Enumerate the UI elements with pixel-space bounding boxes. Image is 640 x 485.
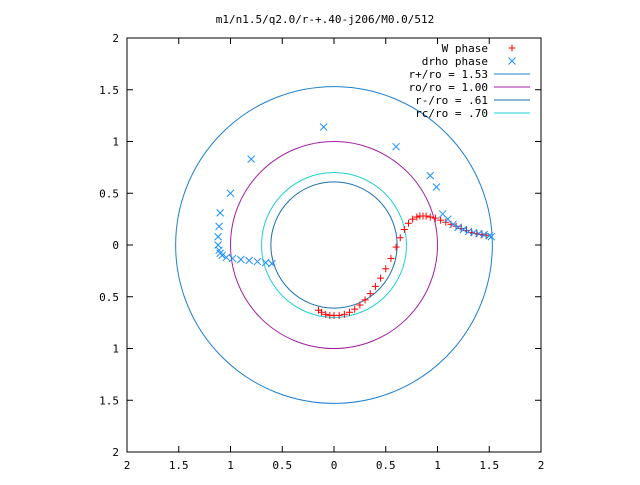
drho-phase-point xyxy=(392,142,400,151)
w-phase-point xyxy=(351,305,359,313)
x-tick-label: 2 xyxy=(538,459,545,472)
drho-phase-point xyxy=(459,225,468,234)
x-tick-label: 1 xyxy=(227,459,234,472)
drho-phase-point xyxy=(268,259,276,268)
legend-label: ro/ro = 1.00 xyxy=(409,81,488,94)
legend-label: W phase xyxy=(442,42,488,55)
drho-phase-point xyxy=(215,222,223,231)
w-phase-point xyxy=(382,265,390,273)
w-phase-point xyxy=(400,225,408,233)
legend-marker xyxy=(508,44,516,52)
x-tick-label: 0 xyxy=(331,459,338,472)
drho-phase-point xyxy=(485,231,494,240)
w-phase-point xyxy=(422,212,430,220)
y-tick-label: 1 xyxy=(112,136,119,149)
drho-phase-point xyxy=(228,254,237,263)
w-phase-point xyxy=(409,215,417,223)
w-phase-point xyxy=(346,308,354,316)
y-tick-label: 1.5 xyxy=(99,84,119,97)
x-tick-label: 1.5 xyxy=(479,459,499,472)
x-tick-label: 0.5 xyxy=(272,459,292,472)
y-tick-label: 0.5 xyxy=(99,291,119,304)
drho-phase-point xyxy=(454,223,463,232)
drho-phase-point xyxy=(487,232,496,241)
w-phase-point xyxy=(318,308,326,316)
plot-area xyxy=(175,86,496,404)
drho-phase-point xyxy=(222,253,231,262)
circle-series xyxy=(261,172,407,318)
w-phase-point xyxy=(366,290,374,298)
w-phase-point xyxy=(442,218,450,226)
x-tick-label: 0.5 xyxy=(376,459,396,472)
y-tick-label: 1.5 xyxy=(99,394,119,407)
drho-phase-point xyxy=(261,258,270,267)
drho-phase-point xyxy=(449,220,457,229)
legend-label: rc/ro = .70 xyxy=(415,107,488,120)
drho-phase-point xyxy=(216,209,225,217)
w-phase-point xyxy=(426,213,434,221)
drho-phase-point xyxy=(236,255,245,264)
legend-marker xyxy=(508,57,516,65)
w-phase-point xyxy=(452,222,460,230)
w-phase-point xyxy=(371,282,379,290)
y-tick-label: 2 xyxy=(112,32,119,45)
w-phase-point xyxy=(322,310,330,318)
x-axis: 2 1.5 1 0.5 0 0.5 1 1.5 2 xyxy=(124,38,545,472)
y-tick-label: 1 xyxy=(112,343,119,356)
x-tick-label: 1.5 xyxy=(169,459,189,472)
x-tick-label: 2 xyxy=(124,459,131,472)
w-phase-point xyxy=(482,232,490,240)
w-phase-point xyxy=(335,311,343,319)
drho-phase-point xyxy=(214,232,222,241)
legend-label: r-/ro = .61 xyxy=(415,94,488,107)
w-phase-point xyxy=(431,214,439,222)
drho-phase-point xyxy=(432,183,441,191)
w-phase-point xyxy=(437,216,445,224)
x-tick-label: 1 xyxy=(434,459,441,472)
w-phase-point xyxy=(413,213,421,221)
drho-phase-point xyxy=(253,257,262,266)
y-axis: 2 1.5 1 0.5 0 0.5 1 1.5 2 xyxy=(99,32,541,459)
y-tick-label: 2 xyxy=(112,446,119,459)
drho-phase-point xyxy=(245,256,253,265)
w-phase-point xyxy=(361,296,369,304)
w-phase-point xyxy=(340,310,348,318)
circle-series xyxy=(175,86,493,404)
w-phase-point xyxy=(356,301,364,309)
w-phase-point xyxy=(396,234,404,242)
w-phase-point xyxy=(405,219,413,227)
y-tick-label: 0 xyxy=(112,239,119,252)
circle-series xyxy=(230,141,438,349)
drho-phase-point xyxy=(218,251,227,260)
drho-phase-point xyxy=(426,171,435,180)
w-phase-point xyxy=(387,254,395,262)
drho-phase-point xyxy=(226,189,235,198)
legend-label: r+/ro = 1.53 xyxy=(409,68,488,81)
drho-phase-point xyxy=(319,123,328,131)
circle-series xyxy=(270,181,398,309)
w-phase-point xyxy=(392,243,400,251)
y-tick-label: 0.5 xyxy=(99,187,119,200)
w-phase-point xyxy=(377,274,385,282)
drho-phase-point xyxy=(214,241,222,249)
drho-phase-point xyxy=(247,155,256,163)
chart-title: m1/n1.5/q2.0/r-+.40-j206/M0.0/512 xyxy=(216,13,435,26)
legend-label: drho phase xyxy=(422,55,488,68)
